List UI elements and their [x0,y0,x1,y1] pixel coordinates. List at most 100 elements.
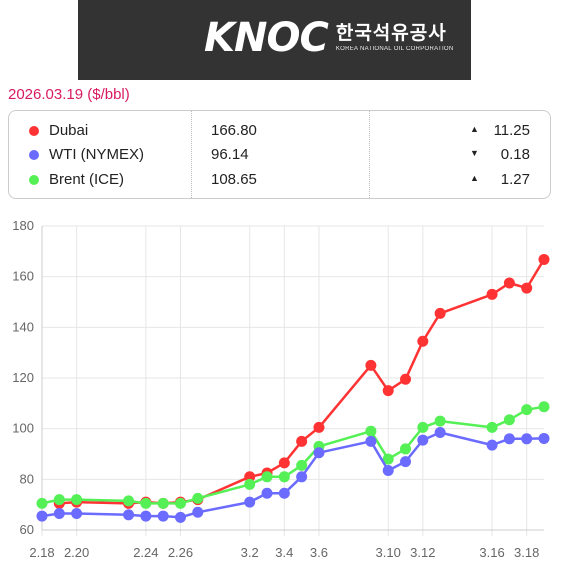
data-point [36,497,48,509]
data-point [538,401,550,413]
series-dot [29,175,39,185]
x-tick-label: 2.18 [29,545,54,560]
data-point [192,506,204,518]
series-dot [29,126,39,136]
series-line [41,405,545,505]
arrow-down-icon: ▼ [470,148,479,158]
series-change: 0.18 [500,146,530,163]
summary-row-wti: WTI (NYMEX) 96.14 ▼ 0.18 [9,143,550,167]
data-point [174,511,186,523]
data-point [521,433,533,445]
summary-row-dubai: Dubai 166.80 ▲ 11.25 [9,119,550,143]
data-point [278,471,290,483]
series-name: WTI (NYMEX) [49,146,144,163]
data-point [365,425,377,437]
y-tick-label: 180 [12,218,34,233]
y-tick-label: 120 [12,370,34,385]
data-point [123,495,135,507]
data-point [365,435,377,447]
series-change: 1.27 [500,171,530,188]
data-point [434,415,446,427]
data-point [296,471,308,483]
knoc-logo: KNOC 한국석유공사 KOREA NATIONAL OIL CORPORATI… [204,14,454,62]
data-point [521,404,533,416]
data-point [417,421,429,433]
arrow-up-icon: ▲ [470,124,479,134]
data-point [365,359,377,371]
column-divider [369,111,370,198]
data-point [313,421,325,433]
data-point [486,288,498,300]
data-point [382,464,394,476]
data-point [417,335,429,347]
data-point [244,478,256,490]
y-tick-label: 140 [12,319,34,334]
data-point [53,508,65,520]
data-point [503,414,515,426]
data-point [296,435,308,447]
data-point [36,510,48,522]
data-point [157,510,169,522]
data-point [486,421,498,433]
data-point [140,510,152,522]
data-point [503,433,515,445]
column-divider [191,111,192,198]
data-point [278,457,290,469]
x-tick-label: 3.10 [376,545,401,560]
y-tick-label: 100 [12,421,34,436]
logo-english-name: KOREA NATIONAL OIL CORPORATION [335,46,454,52]
x-tick-label: 2.26 [168,545,193,560]
logo-korean-name: 한국석유공사 [335,23,447,44]
data-point [434,307,446,319]
series-name: Dubai [49,122,89,139]
x-tick-label: 3.16 [479,545,504,560]
data-point [174,497,186,509]
data-point [244,471,256,483]
summary-row-brent: Brent (ICE) 108.65 ▲ 1.27 [9,168,550,192]
x-tick-label: 2.24 [133,545,158,560]
data-point [157,497,169,509]
x-tick-label: 3.2 [241,545,259,560]
series-name: Brent (ICE) [49,171,125,188]
data-point [261,471,273,483]
series-line [41,431,545,519]
data-point [192,492,204,504]
data-point [538,432,550,444]
series-price: 166.80 [211,122,257,139]
arrow-up-icon: ▲ [470,173,479,183]
logo-mark: KNOC [204,15,329,61]
data-point [140,497,152,509]
y-tick-label: 80 [20,471,34,486]
price-summary-box: Dubai 166.80 ▲ 11.25 WTI (NYMEX) 96.14 ▼… [8,110,551,199]
data-point [538,253,550,265]
data-point [400,443,412,455]
series-price: 108.65 [211,171,257,188]
data-point [71,508,83,520]
data-point [382,385,394,397]
y-tick-label: 60 [20,522,34,537]
series-change: 11.25 [493,122,530,139]
x-tick-label: 3.4 [275,545,293,560]
data-point [53,494,65,506]
data-point [417,434,429,446]
data-point [278,487,290,499]
data-point [123,509,135,521]
y-tick-label: 160 [12,269,34,284]
data-point [400,373,412,385]
series-price: 96.14 [211,146,249,163]
x-tick-label: 2.20 [64,545,89,560]
x-tick-label: 3.18 [514,545,539,560]
data-point [400,456,412,468]
data-point [486,439,498,451]
data-point [521,282,533,294]
data-point [313,447,325,459]
data-point [382,453,394,465]
data-point [503,277,515,289]
x-tick-label: 3.6 [310,545,328,560]
data-point [244,496,256,508]
x-tick-label: 3.12 [410,545,435,560]
data-point [296,459,308,471]
data-point [71,494,83,506]
price-date: 2026.03.19 ($/bbl) [8,86,130,103]
